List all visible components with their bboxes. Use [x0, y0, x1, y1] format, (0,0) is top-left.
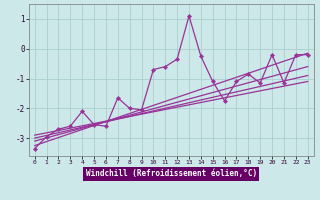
X-axis label: Windchill (Refroidissement éolien,°C): Windchill (Refroidissement éolien,°C): [86, 169, 257, 178]
